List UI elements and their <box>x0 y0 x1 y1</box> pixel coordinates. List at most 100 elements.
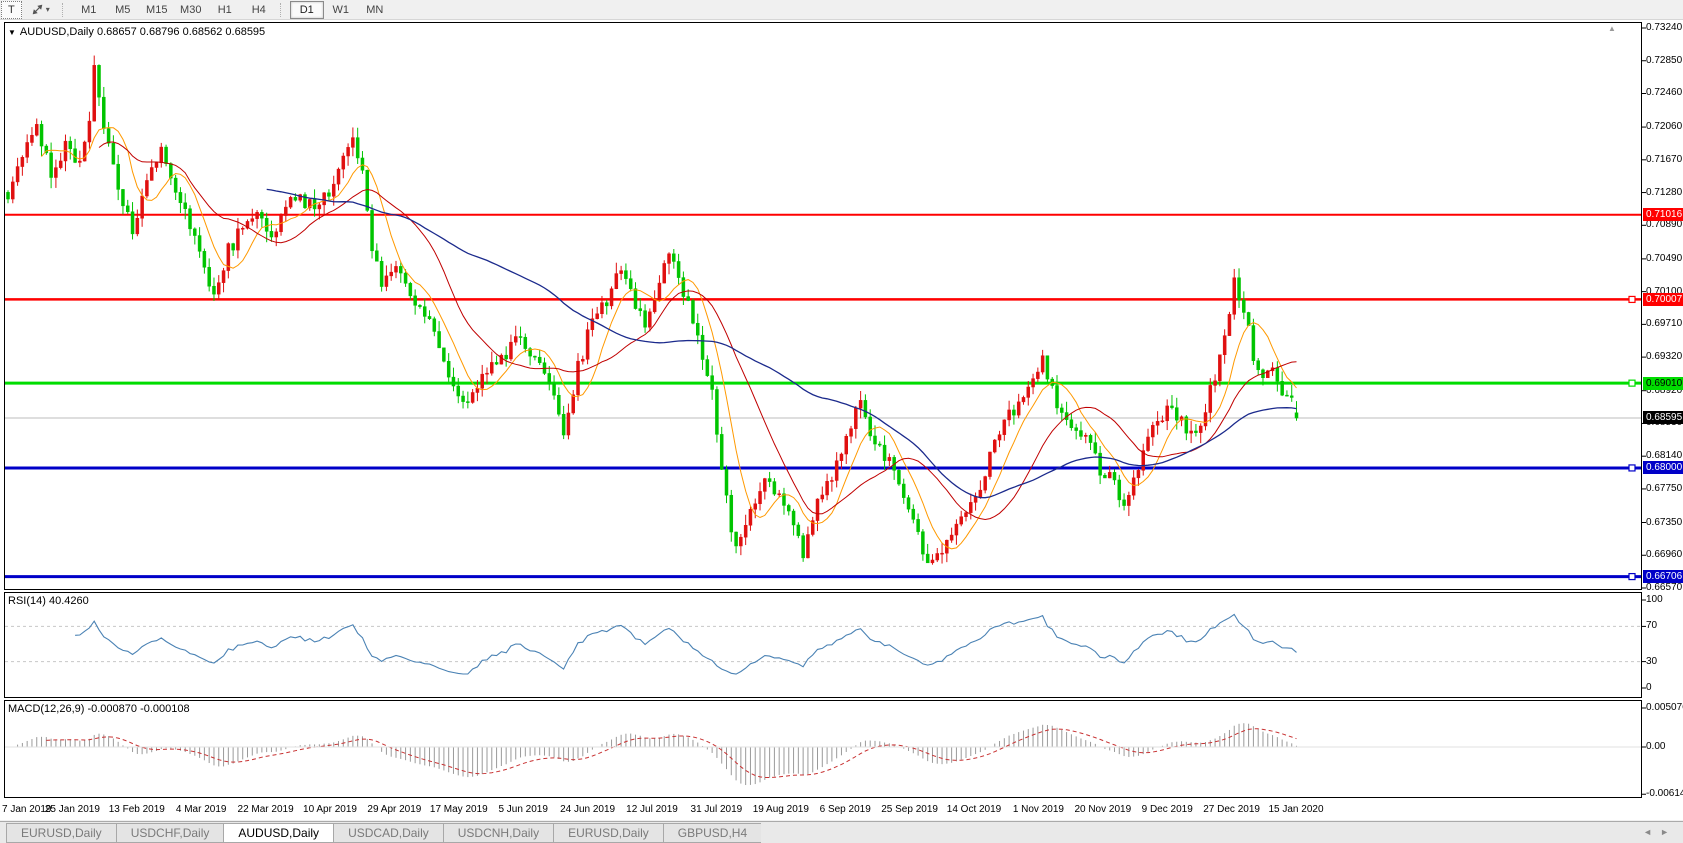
line-handle[interactable] <box>1628 464 1636 472</box>
timeframe-button-mn[interactable]: MN <box>366 3 384 16</box>
price-axis-label: 0.68140 <box>1646 450 1683 462</box>
moving-average-20 <box>98 141 1297 521</box>
chevron-down-icon: ▾ <box>45 5 50 14</box>
price-level-badge-0.71016: 0.71016 <box>1643 208 1683 222</box>
chart-canvas[interactable] <box>0 20 1683 820</box>
price-axis-label: 0.71280 <box>1646 186 1683 198</box>
date-axis-label: 10 Apr 2019 <box>303 804 357 815</box>
price-axis[interactable]: 0.73240 0.72850 0.72460 0.72060 0.71670 0.712… <box>1643 20 1683 820</box>
rsi-axis-label: 100 <box>1646 594 1663 605</box>
price-axis-label: 0.70890 <box>1646 219 1683 231</box>
text-tool-icon: T <box>8 3 15 16</box>
price-axis-label: 0.72850 <box>1646 54 1683 66</box>
rsi-indicator-label: RSI(14) 40.4260 <box>8 595 89 607</box>
date-axis-label: 13 Feb 2019 <box>108 804 165 815</box>
chart-tab-usdcad-daily[interactable]: USDCAD,Daily <box>333 822 443 843</box>
price-axis-label: 0.71670 <box>1646 153 1683 165</box>
date-axis-label: 9 Dec 2019 <box>1141 804 1193 815</box>
timeframe-button-m5[interactable]: M5 <box>115 3 131 16</box>
line-handle[interactable] <box>1628 572 1636 581</box>
macd-indicator-panel[interactable] <box>4 700 1642 798</box>
price-axis-label: 0.69320 <box>1646 351 1683 363</box>
chart-tab-audusd-daily[interactable]: AUDUSD,Daily <box>223 822 334 843</box>
date-axis-label: 17 May 2019 <box>429 804 488 815</box>
rsi-axis-label: 30 <box>1646 655 1658 667</box>
date-axis-label: 27 Dec 2019 <box>1203 804 1260 815</box>
chart-tab-usdchf-daily[interactable]: USDCHF,Daily <box>115 822 224 843</box>
chart-shift-marker-icon[interactable]: ▲ <box>1608 24 1616 33</box>
timeframe-button-group: M1 M5 M15 M30 H1 H4 D1 W1 MN <box>72 0 392 19</box>
tab-scroll-right-button[interactable]: ► <box>1660 827 1677 837</box>
macd-histogram <box>5 723 1641 786</box>
price-axis-label: 0.72460 <box>1646 87 1683 99</box>
rsi-axis-label: 0 <box>1646 682 1652 693</box>
date-axis-label: 19 Aug 2019 <box>752 804 809 815</box>
chart-title: ▼ AUDUSD,Daily 0.68657 0.68796 0.68562 0.… <box>8 26 265 38</box>
price-axis-label: 0.67750 <box>1646 482 1683 494</box>
chart-ohlc-values: 0.68657 0.68796 0.68562 0.68595 <box>96 26 266 38</box>
price-axis-label: 0.73240 <box>1646 22 1683 33</box>
price-axis-label: 0.68920 <box>1646 384 1683 396</box>
date-axis-label: 24 Jun 2019 <box>560 804 616 815</box>
price-axis-label: 0.70100 <box>1646 285 1683 297</box>
date-axis-label: 14 Oct 2019 <box>946 804 1002 815</box>
chart-window: ▼ AUDUSD,Daily 0.68657 0.68796 0.68562 0.… <box>0 20 1683 820</box>
price-level-badge-0.68000: 0.68000 <box>1643 461 1683 475</box>
price-axis-label: 0.67350 <box>1646 516 1683 528</box>
price-axis-label: 0.66570 <box>1646 582 1683 593</box>
timeframe-button-h4[interactable]: H4 <box>251 3 266 16</box>
toolbar: T ▾ M1 M5 M15 M30 H1 H4 D1 W1 MN <box>0 0 1683 20</box>
date-axis-label: 20 Nov 2019 <box>1074 804 1132 815</box>
chart-tab-eurusd-daily[interactable]: EURUSD,Daily <box>553 822 663 843</box>
line-handle[interactable] <box>1628 295 1636 304</box>
price-level-badge-0.70007: 0.70007 <box>1643 292 1683 306</box>
timeframe-button-w1[interactable]: W1 <box>332 3 350 16</box>
chart-tab-bar: EURUSD,Daily USDCHF,Daily AUDUSD,Daily USDC… <box>0 821 1683 843</box>
price-axis-label: 0.69710 <box>1646 318 1683 330</box>
macd-axis-label: 0.00 <box>1646 741 1666 752</box>
date-axis-label: 7 Jan 2019 <box>2 804 52 815</box>
line-handle[interactable] <box>1628 379 1636 387</box>
price-axis-label: 0.66960 <box>1646 549 1683 561</box>
date-axis-label: 1 Nov 2019 <box>1012 804 1064 815</box>
price-axis-label: 0.70490 <box>1646 252 1683 264</box>
timeframe-button-m15[interactable]: M15 <box>146 3 168 16</box>
toolbar-separator <box>61 2 68 17</box>
rsi-line <box>75 613 1297 675</box>
timeframe-button-m1[interactable]: M1 <box>81 3 97 16</box>
price-level-badge-0.66706: 0.66706 <box>1643 570 1683 584</box>
price-level-badge-0.69010: 0.69010 <box>1643 376 1683 390</box>
price-axis-label: 0.72060 <box>1646 121 1683 133</box>
ohlc-toggle-icon[interactable]: ▼ <box>8 28 16 37</box>
cursor-tool-button[interactable]: ▾ <box>24 1 57 19</box>
chart-tab-eurusd-daily[interactable]: EURUSD,Daily <box>6 822 116 843</box>
date-axis-label: 4 Mar 2019 <box>175 804 227 815</box>
date-axis[interactable]: 7 Jan 2019 25 Jan 2019 13 Feb 2019 4 Mar 20… <box>0 800 1683 820</box>
moving-average-8 <box>41 127 1297 550</box>
rsi-axis-label: 70 <box>1646 620 1658 632</box>
date-axis-label: 25 Jan 2019 <box>44 804 100 815</box>
timeframe-button-m30[interactable]: M30 <box>180 3 202 16</box>
date-axis-label: 6 Sep 2019 <box>819 804 871 815</box>
date-axis-label: 31 Jul 2019 <box>690 804 743 815</box>
price-chart-panel[interactable] <box>4 22 1642 590</box>
toolbar-separator <box>279 2 286 17</box>
chart-symbol: AUDUSD,Daily <box>19 26 94 38</box>
date-axis-label: 25 Sep 2019 <box>881 804 938 815</box>
date-axis-label: 29 Apr 2019 <box>367 804 422 815</box>
macd-axis-label: -0.006148 <box>1646 788 1683 800</box>
text-label-tool-button[interactable]: T <box>1 0 22 19</box>
date-axis-label: 22 Mar 2019 <box>237 804 294 815</box>
macd-signal-line <box>46 728 1297 778</box>
moving-average-55 <box>266 188 1297 499</box>
macd-axis-label: 0.005076 <box>1646 702 1683 713</box>
date-axis-label: 5 Jun 2019 <box>498 804 548 815</box>
tab-scroll-left-button[interactable]: ◄ <box>1643 827 1661 837</box>
timeframe-button-d1[interactable]: D1 <box>289 0 324 19</box>
timeframe-button-h1[interactable]: H1 <box>217 3 232 16</box>
date-axis-label: 12 Jul 2019 <box>626 804 678 815</box>
chart-tab-usdcnh-daily[interactable]: USDCNH,Daily <box>442 822 554 843</box>
crosshair-arrows-icon <box>32 4 43 15</box>
chart-tab-gbpusd-h4[interactable]: GBPUSD,H4 <box>662 822 762 843</box>
